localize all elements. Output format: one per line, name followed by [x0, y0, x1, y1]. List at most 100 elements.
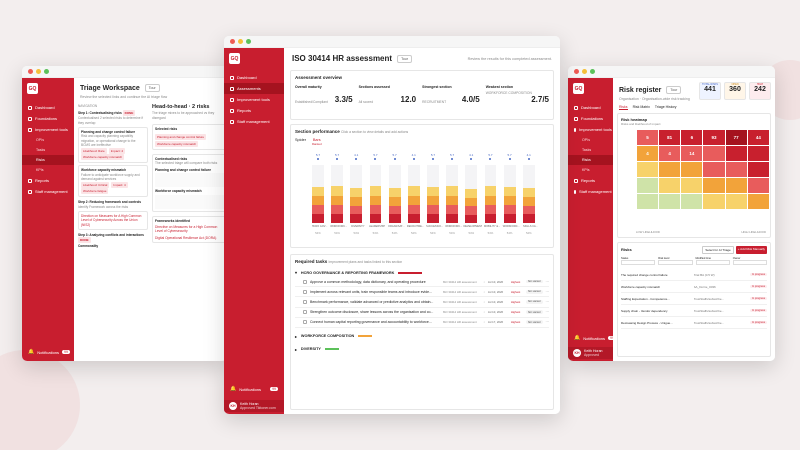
sidebar-item-staff[interactable]: Staff management: [224, 116, 284, 127]
more-icon[interactable]: ⋯: [545, 299, 550, 304]
section-bar[interactable]: [369, 186, 382, 223]
sidebar-item-reports[interactable]: Reports: [22, 175, 74, 186]
more-icon[interactable]: ⋯: [545, 320, 550, 325]
heatmap-cell[interactable]: 4: [637, 146, 659, 161]
step-3-title[interactable]: Step 3: Analyzing conflicts and interact…: [78, 233, 148, 244]
heatmap-cell[interactable]: [703, 162, 725, 177]
section-bar[interactable]: [331, 186, 344, 223]
framework-a[interactable]: Directive on Measures for a High Common …: [155, 225, 218, 234]
risk-row[interactable]: Supply chain - Vendor dependency TrustSta…: [621, 305, 767, 317]
maximize-dot[interactable]: [246, 39, 251, 44]
task-row[interactable]: Strengthen outcome disclosure, share les…: [295, 308, 549, 318]
section-bar[interactable]: [484, 186, 497, 223]
step-1-title[interactable]: Step 1: Contextualising risks DONE: [78, 110, 148, 117]
close-dot[interactable]: [230, 39, 235, 44]
sidebar-item-improvement[interactable]: Improvement tools: [224, 94, 284, 105]
checkbox[interactable]: [303, 310, 307, 315]
task-row[interactable]: Benchmark performance, validate advanced…: [295, 297, 550, 308]
minimize-dot[interactable]: [238, 39, 243, 44]
tab-spider[interactable]: Spider: [295, 138, 306, 142]
framework-item[interactable]: Direction on Measures for A High Common …: [78, 210, 148, 230]
maximize-dot[interactable]: [44, 69, 49, 74]
section-bar[interactable]: [388, 188, 401, 223]
heatmap-cell[interactable]: [703, 146, 725, 161]
heatmap-cell[interactable]: [703, 178, 725, 193]
sidebar-item-dashboard[interactable]: Dashboard: [22, 102, 74, 113]
heatmap-cell[interactable]: [725, 178, 747, 193]
maximize-dot[interactable]: [590, 69, 595, 74]
tour-button[interactable]: Tour: [666, 86, 682, 94]
heatmap-cell[interactable]: 14: [681, 146, 703, 161]
notifications-button[interactable]: 🔔 Notifications 99: [22, 347, 74, 357]
owner-filter[interactable]: [732, 260, 767, 265]
group-workforce[interactable]: ▸ WORKFORCE COMPOSITION: [295, 334, 549, 339]
sidebar-item-opis[interactable]: OPIs: [568, 135, 613, 145]
notifications-button[interactable]: 🔔 Notifications 99: [568, 333, 616, 343]
sidebar-item-tasks[interactable]: Tasks: [22, 145, 74, 155]
heatmap-cell[interactable]: [637, 194, 659, 209]
section-bar[interactable]: [350, 188, 363, 223]
selected-tag[interactable]: Workforce capacity mismatch: [155, 140, 199, 147]
heatmap-cell[interactable]: [725, 146, 747, 161]
checkbox[interactable]: [303, 289, 307, 294]
section-bar[interactable]: [427, 187, 439, 223]
task-row[interactable]: Implement across relevant units, train r…: [295, 287, 549, 298]
task-row[interactable]: Connect human capital reporting governan…: [295, 318, 549, 328]
risk-row[interactable]: Decreasing Design Process - Unigue... Tru…: [621, 317, 767, 329]
section-bar[interactable]: [312, 187, 324, 223]
more-icon[interactable]: ⋯: [545, 310, 550, 315]
task-row[interactable]: Approve a common methodology, data dicti…: [295, 277, 550, 288]
sidebar-item-assessments[interactable]: Assessments: [224, 83, 284, 94]
risk-row[interactable]: Staffing Expectation - Competence... Trus…: [621, 293, 767, 305]
sidebar-item-reports[interactable]: Reports: [568, 175, 613, 186]
step-2-title[interactable]: Step 2: Reducing framework and controls: [78, 200, 142, 205]
sidebar-item-dashboard[interactable]: Dashboard: [568, 102, 613, 113]
selected-tag[interactable]: Planning and change control failure: [155, 133, 207, 140]
heatmap-cell[interactable]: 93: [703, 130, 725, 145]
heatmap-cell[interactable]: [637, 162, 659, 177]
sidebar-item-risks[interactable]: Risks: [22, 155, 74, 165]
tab-risks[interactable]: Risks: [619, 105, 628, 110]
user-menu[interactable]: KH Keith Horan Approved Tiktoner.com: [224, 400, 284, 412]
heatmap-cell[interactable]: [637, 178, 659, 193]
heatmap-cell[interactable]: [747, 146, 769, 161]
sidebar-item-dashboard[interactable]: Dashboard: [224, 72, 284, 83]
checkbox[interactable]: [303, 299, 307, 304]
heatmap-cell[interactable]: 44: [747, 130, 769, 145]
select-ai-triage-button[interactable]: Select for AI Triage: [702, 246, 734, 254]
sidebar-item-opis[interactable]: OPIs: [22, 135, 74, 145]
sidebar-item-risks[interactable]: Risks: [568, 155, 613, 165]
risk-row[interactable]: The required change control failure Trial…: [621, 269, 767, 281]
group-diversity[interactable]: ▸ DIVERSITY: [295, 347, 549, 352]
group-hcro[interactable]: ▾ HCRO GOVERNANCE & REPORTING FRAMEWORK: [295, 270, 549, 275]
close-dot[interactable]: [574, 69, 579, 74]
tab-bars[interactable]: Bars Ranked: [312, 138, 322, 146]
heatmap-cell[interactable]: 81: [659, 130, 681, 145]
heatmap-cell[interactable]: 77: [725, 130, 747, 145]
tab-risk-matrix[interactable]: Risk Matrix: [632, 105, 650, 109]
heatmap-cell[interactable]: [681, 162, 703, 177]
risk-level-filter[interactable]: [658, 260, 693, 265]
add-risk-button[interactable]: + Add Risk Manually: [735, 246, 767, 254]
sidebar-item-kpis[interactable]: KPIs: [568, 165, 613, 175]
section-bar[interactable]: [503, 187, 516, 223]
modified-filter[interactable]: [695, 260, 730, 265]
section-bar[interactable]: [522, 188, 535, 223]
tour-button[interactable]: Tour: [144, 84, 160, 92]
section-bar[interactable]: [446, 186, 459, 223]
risk-card-a[interactable]: Planning and change control failure Risk…: [78, 126, 148, 164]
more-icon[interactable]: ⋯: [545, 279, 550, 284]
section-bar[interactable]: [465, 189, 478, 223]
minimize-dot[interactable]: [582, 69, 587, 74]
heatmap-cell[interactable]: [659, 162, 681, 177]
heatmap-cell[interactable]: [659, 178, 681, 193]
heatmap-cell[interactable]: [659, 194, 681, 209]
checkbox[interactable]: [303, 320, 307, 325]
minimize-dot[interactable]: [36, 69, 41, 74]
user-menu[interactable]: KH Keith Horan Approved: [568, 347, 613, 359]
checkbox[interactable]: [303, 279, 307, 284]
heatmap-cell[interactable]: [747, 162, 769, 177]
risk-card-b[interactable]: Workforce capacity mismatch Failure to a…: [78, 165, 148, 198]
heatmap-cell[interactable]: [747, 178, 769, 193]
section-bar[interactable]: [407, 186, 420, 223]
